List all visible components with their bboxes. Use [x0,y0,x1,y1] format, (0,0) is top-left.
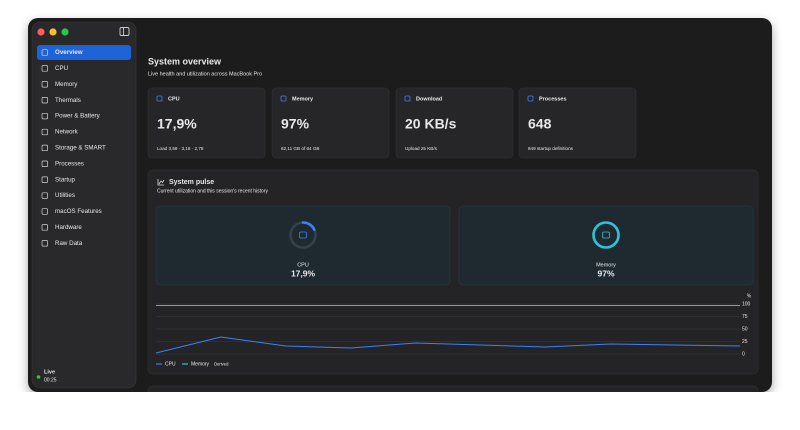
gauge-value: 17,9% [291,268,316,278]
sidebar-item[interactable]: Hardware [55,224,82,231]
item-icon [41,128,48,136]
card-detail: 849 startup definitions [528,146,574,151]
item-icon [41,97,48,104]
minimize-button[interactable] [49,28,57,36]
item-icon [41,49,48,56]
y-tick-label: 75 [742,314,748,320]
gauge-arc [592,221,620,249]
item-icon [41,208,48,215]
sidebar-item[interactable]: Power & Battery [55,113,101,120]
live-dot [36,375,41,379]
item-icon [41,160,48,167]
gauge-tile [155,205,451,286]
item-icon [41,65,48,72]
item-icon [41,112,48,120]
sidebar-item[interactable]: Raw Data [55,240,83,247]
card-label: Download [416,96,442,102]
legend-label: Memory [191,361,210,367]
card-value: 17,9% [157,116,197,132]
y-unit: % [747,293,752,299]
sidebar-item[interactable]: Overview [55,49,83,56]
sidebar-item[interactable]: Processes [55,160,84,167]
live-status: Live [44,369,55,375]
stat-card [395,87,514,159]
pulse-icon [157,179,165,186]
sidebar [31,21,137,389]
item-icon [41,144,48,152]
item-icon [41,81,48,88]
gauge-label: CPU [297,262,309,268]
stat-card [147,87,266,159]
gauge-value: 97% [597,268,614,278]
card-label: Memory [292,96,314,102]
elapsed: 00:25 [44,377,57,383]
y-tick-label: 50 [742,326,748,332]
gauge-icon [299,231,307,239]
card-label: Processes [539,96,567,102]
sidebar-item[interactable]: Storage & SMART [55,145,106,152]
zoom-button[interactable] [61,28,69,36]
gauge-arc [289,221,317,249]
gauge-label: Memory [596,262,616,268]
card-detail: Upload 25 KB/s [405,146,438,151]
card-detail: 62,11 GB of 64 GB [281,146,319,151]
card-label: CPU [168,96,180,102]
card-icon [280,95,287,102]
gauge-tile [458,205,754,286]
sidebar-item[interactable]: Network [55,129,79,136]
sidebar-item[interactable]: macOS Features [55,208,102,215]
card-icon [156,95,163,102]
sidebar-item[interactable]: Startup [55,176,76,183]
close-button[interactable] [37,28,45,36]
card-value: 20 KB/s [405,116,457,132]
card-value: 648 [528,116,552,132]
series-line [155,336,741,354]
gauge-icon [602,231,610,239]
card-value: 97% [281,116,310,132]
item-icon [41,240,48,247]
item-icon [41,224,48,231]
item-icon [41,192,48,199]
legend-label: CPU [165,361,176,367]
sidebar-item[interactable]: CPU [55,65,68,72]
stat-card [518,87,637,159]
sidebar-toggle[interactable] [119,27,130,36]
card-icon [527,95,534,102]
item-icon [41,176,48,183]
card-detail: Load 3,59 · 3,18 · 2,78 [157,146,204,151]
pulse-subtitle: Current utilization and this session's r… [157,188,269,194]
pulse-title: System pulse [169,179,214,186]
y-tick-label: 100 [742,301,751,307]
legend-note: Derived [214,362,229,367]
stat-card [271,87,390,159]
selected-item [37,45,131,60]
card-icon [404,95,411,102]
backdrop [0,392,800,430]
y-tick-label: 0 [742,351,745,357]
sidebar-item[interactable]: Memory [55,81,78,88]
sidebar-item[interactable]: Thermals [55,97,81,104]
page-title: System overview [148,56,222,66]
sidebar-item[interactable]: Utilities [55,192,75,199]
y-tick-label: 25 [742,339,748,345]
page-subtitle: Live health and utilization across MacBo… [148,71,262,77]
